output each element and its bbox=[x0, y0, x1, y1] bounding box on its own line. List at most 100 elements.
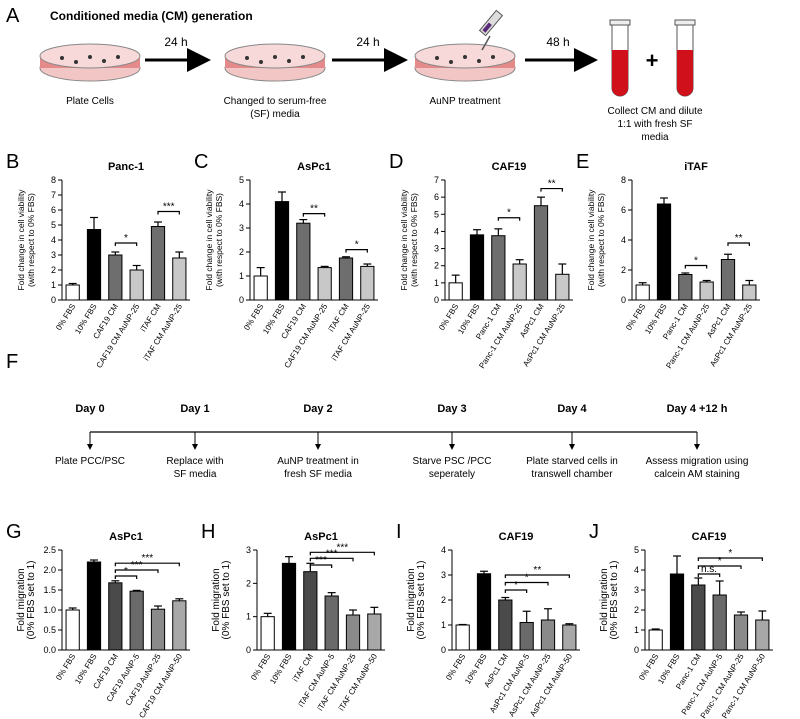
chart-title: AsPc1 bbox=[297, 161, 331, 173]
significance-bracket bbox=[540, 187, 563, 192]
bar bbox=[86, 229, 102, 301]
chart-title: Panc-1 bbox=[108, 161, 144, 173]
bar bbox=[108, 254, 123, 301]
panel-label: H bbox=[201, 521, 215, 543]
day-label: Day 4 +12 h bbox=[667, 403, 728, 415]
bar bbox=[345, 614, 361, 651]
y-tick-label: 3 bbox=[634, 585, 639, 595]
y-tick-label: 0 bbox=[621, 295, 626, 305]
x-tick-label: iTAF CM AuNP-25 bbox=[330, 302, 372, 363]
bar bbox=[720, 259, 736, 301]
significance-label: *** bbox=[315, 555, 327, 566]
y-tick-label: 1 bbox=[434, 278, 439, 288]
step-label: Collect CM and dilute bbox=[607, 106, 702, 117]
significance-bracket bbox=[114, 242, 138, 246]
step-label: AuNP treatment bbox=[430, 96, 501, 107]
significance-bracket bbox=[697, 573, 721, 577]
bar bbox=[498, 599, 513, 651]
step-label: Plate Cells bbox=[66, 96, 114, 107]
significance-bracket bbox=[309, 551, 375, 556]
step-label: (SF) media bbox=[250, 109, 300, 120]
significance-bracket bbox=[157, 210, 180, 215]
significance-bracket bbox=[309, 564, 333, 568]
y-tick-label: 2 bbox=[51, 265, 56, 275]
panel-a-drawing bbox=[39, 9, 696, 97]
bar bbox=[469, 234, 485, 301]
significance-label: *** bbox=[141, 553, 153, 564]
cells bbox=[60, 55, 495, 64]
day-label: Day 4 bbox=[557, 403, 587, 415]
y-tick-label: 4 bbox=[51, 235, 56, 245]
chart: C AsPc1 Fold change in cell viability (with… bbox=[194, 151, 378, 370]
step-label: Starve PSC /PCC bbox=[413, 456, 492, 467]
y-tick-label: 8 bbox=[51, 175, 56, 185]
significance-bracket bbox=[114, 575, 138, 579]
step-label: seperately bbox=[429, 469, 475, 480]
bar bbox=[448, 282, 463, 301]
bar bbox=[533, 205, 549, 301]
bar bbox=[491, 235, 506, 301]
y-axis-label: Fold migration bbox=[211, 568, 222, 631]
bar bbox=[317, 267, 332, 301]
y-tick-label: 0 bbox=[634, 645, 639, 655]
chart: B Panc-1 Fold change in cell viability (wit… bbox=[6, 151, 190, 370]
significance-label: *** bbox=[336, 542, 348, 553]
bar bbox=[129, 590, 144, 651]
significance-bracket bbox=[302, 213, 326, 217]
y-axis-label: (0% FBS set to 1) bbox=[26, 561, 37, 640]
y-tick-label: 0.5 bbox=[43, 625, 56, 635]
significance-label: * bbox=[525, 573, 529, 584]
significance-label: * bbox=[728, 548, 732, 559]
step-label: transwell chamber bbox=[531, 469, 613, 480]
y-tick-label: 5 bbox=[51, 220, 56, 230]
plus-sign: + bbox=[646, 48, 659, 73]
chart: I CAF19 Fold migration (0% FBS set to 1) 0 1 2… bbox=[396, 521, 580, 718]
panel-label: G bbox=[6, 521, 22, 543]
bar bbox=[338, 257, 354, 301]
bar bbox=[260, 616, 275, 651]
day-label: Day 2 bbox=[303, 403, 332, 415]
significance-bracket bbox=[309, 557, 354, 562]
y-axis-label: Fold change in cell viability bbox=[204, 189, 214, 291]
bar bbox=[678, 274, 693, 301]
x-tick-label: iTAF CM AuNP-50 bbox=[337, 652, 379, 713]
step-label: 1:1 with fresh SF bbox=[617, 119, 692, 130]
significance-label: * bbox=[355, 240, 359, 251]
y-tick-label: 4 bbox=[621, 235, 626, 245]
y-tick-label: 5 bbox=[239, 175, 244, 185]
step-label: media bbox=[641, 132, 669, 143]
significance-bracket bbox=[497, 217, 521, 221]
bar bbox=[303, 571, 318, 651]
bar bbox=[656, 203, 672, 301]
chart-title: CAF19 bbox=[499, 531, 534, 543]
panel-label: D bbox=[389, 151, 403, 173]
bar bbox=[281, 562, 297, 651]
bar bbox=[129, 269, 144, 301]
significance-label: n.s. bbox=[701, 564, 717, 575]
bar bbox=[172, 257, 187, 301]
bar bbox=[172, 600, 187, 651]
step-label: fresh SF media bbox=[284, 469, 352, 480]
panel-label: E bbox=[576, 151, 589, 173]
y-tick-label: 5 bbox=[634, 545, 639, 555]
chart-title: iTAF bbox=[684, 161, 708, 173]
x-tick-label: 0% FBS bbox=[444, 652, 467, 682]
significance-bracket bbox=[504, 574, 570, 578]
bar bbox=[324, 595, 339, 651]
step-label: Plate PCC/PSC bbox=[55, 456, 125, 467]
y-axis-label: (with respect to 0% FBS) bbox=[409, 193, 419, 287]
x-tick-label: 0% FBS bbox=[437, 302, 460, 332]
chart-title: AsPc1 bbox=[109, 531, 143, 543]
bar bbox=[296, 222, 311, 301]
chart: H AsPc1 Fold migration (0% FBS set to 1) 0 1 2… bbox=[201, 521, 385, 712]
step-label: SF media bbox=[174, 469, 217, 480]
bar bbox=[733, 614, 749, 651]
bar bbox=[512, 263, 527, 301]
x-tick-label: 0% FBS bbox=[249, 652, 272, 682]
bar bbox=[367, 613, 382, 651]
bar bbox=[712, 594, 727, 651]
y-axis-label: (with respect to 0% FBS) bbox=[214, 193, 224, 287]
y-tick-label: 8 bbox=[621, 175, 626, 185]
